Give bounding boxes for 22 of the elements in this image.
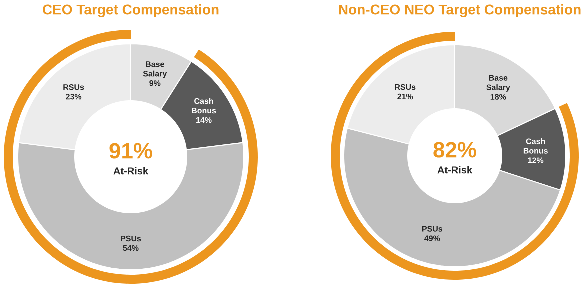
slice-label: Cash Bonus bbox=[524, 138, 548, 154]
text: At-Risk bbox=[114, 167, 149, 175]
text: At-Risk bbox=[438, 166, 473, 174]
data-label: 23% bbox=[66, 94, 82, 100]
data-label: 21% bbox=[398, 94, 414, 100]
text: 82% bbox=[434, 142, 476, 158]
chart-title: CEO Target Compensation bbox=[43, 4, 219, 18]
slice-label: PSUs bbox=[121, 236, 142, 242]
data-label: 14% bbox=[196, 117, 212, 124]
data-label: 12% bbox=[528, 158, 544, 164]
slice-label: Base Salary bbox=[143, 62, 168, 78]
data-label: 54% bbox=[123, 245, 139, 252]
data-label: 49% bbox=[424, 236, 440, 242]
data-label: 9% bbox=[150, 80, 161, 86]
chart-title: Non-CEO NEO Target Compensation bbox=[339, 4, 581, 18]
data-label: 18% bbox=[490, 94, 506, 100]
slice-label: RSUs bbox=[64, 84, 84, 90]
slice-label: Cash Bonus bbox=[192, 98, 216, 114]
slice-label: PSUs bbox=[422, 226, 443, 232]
text: 91% bbox=[110, 143, 152, 159]
slice-label: RSUs bbox=[395, 84, 416, 90]
slice-label: Base Salary bbox=[486, 75, 510, 92]
